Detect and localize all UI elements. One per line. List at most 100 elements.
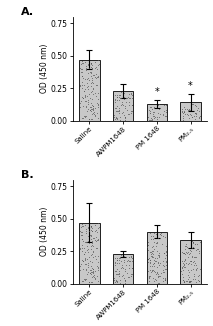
Point — [186, 113, 190, 118]
Point — [82, 276, 85, 282]
Point — [159, 230, 163, 236]
Point — [93, 74, 97, 80]
Point — [194, 242, 197, 247]
Point — [122, 112, 126, 117]
Point — [190, 101, 194, 106]
Point — [146, 243, 150, 248]
Point — [97, 253, 100, 259]
Point — [85, 243, 88, 248]
Point — [189, 113, 192, 118]
Point — [115, 109, 119, 114]
Point — [125, 96, 128, 101]
Point — [159, 260, 162, 265]
Point — [84, 228, 88, 233]
Point — [162, 103, 166, 108]
Point — [191, 240, 195, 245]
Point — [148, 267, 152, 272]
Point — [188, 248, 192, 253]
Point — [85, 272, 89, 277]
Point — [84, 105, 88, 110]
Point — [130, 266, 134, 271]
Point — [80, 230, 83, 235]
Point — [84, 113, 87, 119]
Point — [80, 236, 83, 242]
Point — [92, 254, 95, 259]
Point — [81, 74, 84, 79]
Point — [184, 244, 187, 249]
Point — [95, 82, 98, 88]
Point — [89, 224, 92, 229]
Point — [151, 117, 154, 122]
Point — [91, 86, 94, 92]
Point — [161, 259, 164, 264]
Point — [92, 72, 96, 77]
Point — [90, 100, 93, 106]
Point — [87, 92, 91, 97]
Point — [118, 280, 122, 285]
Point — [155, 239, 159, 244]
Point — [180, 110, 184, 115]
Point — [118, 271, 121, 276]
Point — [161, 279, 165, 284]
Point — [114, 105, 117, 111]
Point — [180, 106, 183, 111]
Point — [183, 110, 186, 115]
Point — [186, 277, 190, 282]
Point — [155, 259, 158, 264]
Bar — [147, 232, 167, 284]
Point — [190, 239, 194, 244]
Point — [153, 115, 156, 120]
Point — [127, 257, 130, 262]
Point — [185, 249, 188, 255]
Point — [122, 90, 126, 96]
Point — [89, 259, 92, 264]
Point — [79, 264, 82, 269]
Point — [96, 62, 100, 67]
Point — [81, 116, 84, 121]
Point — [182, 278, 185, 283]
Point — [152, 257, 155, 262]
Point — [123, 105, 127, 111]
Point — [163, 113, 167, 118]
Point — [153, 230, 156, 236]
Point — [116, 257, 119, 262]
Point — [95, 75, 98, 80]
Point — [153, 246, 156, 252]
Point — [164, 248, 168, 254]
Point — [194, 255, 197, 260]
Point — [94, 93, 97, 98]
Point — [130, 108, 133, 113]
Point — [192, 262, 196, 267]
Point — [183, 264, 186, 270]
Point — [91, 110, 95, 115]
Point — [147, 255, 150, 260]
Point — [81, 82, 84, 87]
Point — [187, 260, 191, 265]
Point — [79, 83, 82, 89]
Point — [150, 263, 154, 268]
Point — [122, 258, 125, 263]
Point — [113, 113, 116, 118]
Point — [151, 234, 154, 239]
Point — [159, 232, 163, 237]
Point — [114, 278, 118, 283]
Point — [182, 258, 186, 263]
Point — [81, 243, 84, 248]
Point — [123, 268, 127, 274]
Point — [194, 103, 197, 108]
Point — [79, 82, 82, 88]
Point — [83, 262, 86, 267]
Point — [157, 255, 161, 260]
Point — [115, 116, 119, 122]
Point — [83, 239, 87, 244]
Point — [189, 278, 192, 283]
Point — [86, 226, 90, 231]
Point — [84, 267, 87, 272]
Point — [147, 256, 150, 261]
Point — [86, 63, 90, 68]
Point — [147, 274, 151, 280]
Point — [78, 229, 82, 234]
Point — [182, 262, 185, 268]
Point — [184, 258, 187, 263]
Point — [130, 93, 134, 98]
